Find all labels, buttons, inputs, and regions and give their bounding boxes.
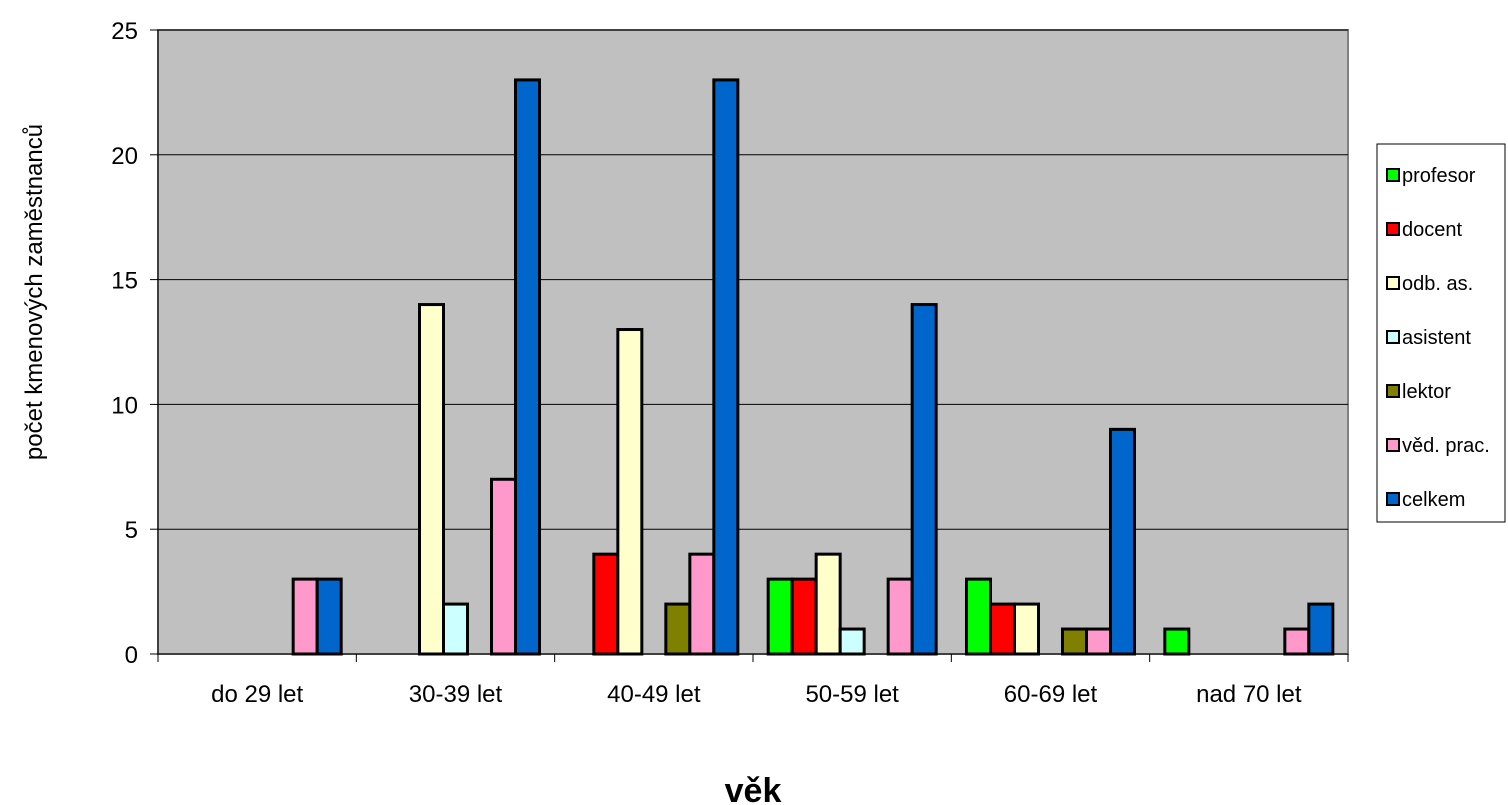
bar-5-3 bbox=[664, 602, 692, 656]
bar-3-5 bbox=[1013, 602, 1040, 656]
legend-label: odb. as. bbox=[1402, 273, 1473, 295]
legend-label: asistent bbox=[1402, 327, 1471, 349]
x-tick-label: 40-49 let bbox=[607, 681, 701, 708]
x-axis-title: věk bbox=[725, 772, 782, 805]
bar-1-5 bbox=[965, 577, 992, 656]
x-tick-labels: do 29 let 30-39 let 40-49 let 50-59 let 60-6… bbox=[211, 681, 1302, 708]
bar-7-2 bbox=[514, 78, 541, 656]
legend-label: lektor bbox=[1402, 381, 1451, 403]
bar-1-6 bbox=[1163, 627, 1191, 656]
legend-swatch bbox=[1386, 330, 1400, 344]
bar-7-5 bbox=[1109, 427, 1136, 656]
legend-swatch bbox=[1386, 276, 1400, 290]
bar-3-2 bbox=[418, 303, 445, 656]
y-tick-label: 5 bbox=[125, 517, 138, 544]
bar-7-3 bbox=[712, 78, 740, 656]
bar-6-1 bbox=[291, 577, 319, 656]
bars bbox=[291, 78, 1335, 656]
bar-3-4 bbox=[814, 552, 842, 656]
legend-label: věd. prac. bbox=[1402, 435, 1490, 457]
legend-swatch bbox=[1386, 438, 1400, 452]
bar-6-5 bbox=[1085, 627, 1112, 656]
x-tick-label: 50-59 let bbox=[805, 681, 899, 708]
x-tick-label: 30-39 let bbox=[409, 681, 503, 708]
x-tick-label: nad 70 let bbox=[1196, 681, 1302, 708]
bar-6-2 bbox=[490, 477, 517, 656]
y-axis-title: počet kmenových zaměstnanců bbox=[21, 124, 48, 460]
bar-2-3 bbox=[592, 552, 620, 656]
legend-swatch bbox=[1386, 492, 1400, 506]
legend-label: docent bbox=[1402, 219, 1462, 241]
bar-7-1 bbox=[315, 577, 343, 656]
x-tick-label: do 29 let bbox=[211, 681, 303, 708]
y-tick-labels: 0 5 10 15 20 25 bbox=[111, 18, 138, 669]
legend-label: celkem bbox=[1402, 489, 1465, 511]
bar-6-3 bbox=[688, 552, 716, 656]
bar-6-6 bbox=[1283, 627, 1311, 656]
bar-1-4 bbox=[766, 577, 794, 656]
legend-swatch bbox=[1386, 222, 1400, 236]
axes bbox=[150, 29, 1349, 662]
bar-4-2 bbox=[442, 602, 469, 656]
legend-swatch bbox=[1386, 168, 1400, 182]
y-tick-label: 25 bbox=[111, 18, 138, 45]
y-tick-label: 20 bbox=[111, 143, 138, 170]
bar-2-4 bbox=[790, 577, 818, 656]
bar-3-3 bbox=[616, 328, 644, 656]
y-tick-label: 10 bbox=[111, 392, 138, 419]
legend-swatch bbox=[1386, 384, 1400, 398]
legend-label: profesor bbox=[1402, 165, 1476, 187]
bar-4-4 bbox=[838, 627, 866, 656]
y-tick-label: 15 bbox=[111, 268, 138, 295]
legend: profesor docent odb. as. asistent lektor věd.… bbox=[1376, 143, 1506, 523]
bar-2-5 bbox=[989, 602, 1016, 656]
x-tick-label: 60-69 let bbox=[1004, 681, 1098, 708]
gridlines bbox=[158, 29, 1348, 530]
bar-5-5 bbox=[1061, 627, 1088, 656]
bar-7-4 bbox=[910, 303, 938, 656]
plot-area bbox=[157, 29, 1349, 655]
y-tick-label: 0 bbox=[125, 642, 138, 669]
bar-7-6 bbox=[1307, 602, 1335, 656]
bar-6-4 bbox=[886, 577, 914, 656]
